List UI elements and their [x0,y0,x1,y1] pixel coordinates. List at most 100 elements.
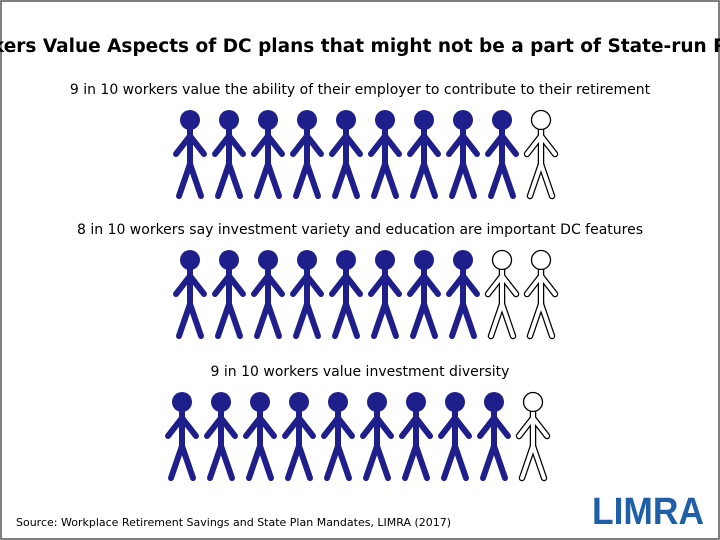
limb [488,161,505,199]
limb [452,415,472,439]
limb [402,443,419,481]
limb [374,443,391,481]
limb [304,161,321,199]
limb [407,273,427,297]
limb [531,444,546,480]
limb [218,443,235,481]
limb [343,161,360,199]
limb [486,274,504,296]
limb [410,161,427,199]
limb [525,274,543,296]
figure-filled [290,250,324,339]
head [492,110,512,130]
figure-filled [329,250,363,339]
limb [343,273,363,297]
limb [212,273,232,297]
head [336,250,356,270]
limb [531,416,549,438]
limb [265,301,282,339]
limb [520,444,535,480]
limb [500,274,518,296]
head [219,110,239,130]
limb [539,134,557,156]
limb [421,161,438,199]
limb [265,161,282,199]
figure-filled [251,110,285,199]
figure-empty [523,249,559,340]
limb [399,415,419,439]
figure-empty [484,249,520,340]
figure-filled [485,110,519,199]
row-caption: 9 in 10 workers value the ability of the… [70,82,651,98]
figure-empty [515,391,551,482]
head [180,110,200,130]
figure-filled [173,110,207,199]
limb [452,443,469,481]
head [328,392,348,412]
limb [304,301,321,339]
head [219,250,239,270]
limb [446,273,466,297]
limb [243,415,263,439]
figure-filled [212,110,246,199]
head [530,109,552,131]
head [297,110,317,130]
limb [438,415,458,439]
limb [410,301,427,339]
limb [421,133,441,157]
limb [477,415,497,439]
logo-text: LIMRA [592,491,704,533]
figure-filled [173,250,207,339]
figure-filled [321,392,355,481]
limb [173,273,193,297]
limb [226,301,243,339]
figure-filled [446,250,480,339]
limb [187,301,204,339]
figure-filled [212,250,246,339]
head [289,392,309,412]
limb [179,443,196,481]
limb [257,415,277,439]
limb [296,443,313,481]
limb [413,415,433,439]
figure-filled [290,110,324,199]
limb [539,302,554,338]
limb [226,161,243,199]
limb [363,443,380,481]
figure-filled [399,392,433,481]
limb [329,273,349,297]
limb [460,301,477,339]
limb [335,415,355,439]
limb [304,133,324,157]
limb [165,415,185,439]
limb [407,133,427,157]
head [453,110,473,130]
limb [285,443,302,481]
limb [421,301,438,339]
title: Workers Value Aspects of DC plans that m… [0,36,720,57]
limb [254,301,271,339]
limb [368,273,388,297]
limb [265,273,285,297]
limb [539,162,554,198]
limb [332,301,349,339]
limb [360,415,380,439]
figure-filled [368,250,402,339]
limb [173,133,193,157]
figure-filled [368,110,402,199]
limb [176,161,193,199]
limb [226,133,246,157]
head [172,392,192,412]
figure-filled [251,250,285,339]
limb [251,273,271,297]
limb [446,133,466,157]
limb [226,273,246,297]
head [406,392,426,412]
source: Source: Workplace Retirement Savings and… [16,516,451,529]
limb [265,133,285,157]
limb [491,443,508,481]
limb [293,161,310,199]
head [375,110,395,130]
limb [539,274,557,296]
